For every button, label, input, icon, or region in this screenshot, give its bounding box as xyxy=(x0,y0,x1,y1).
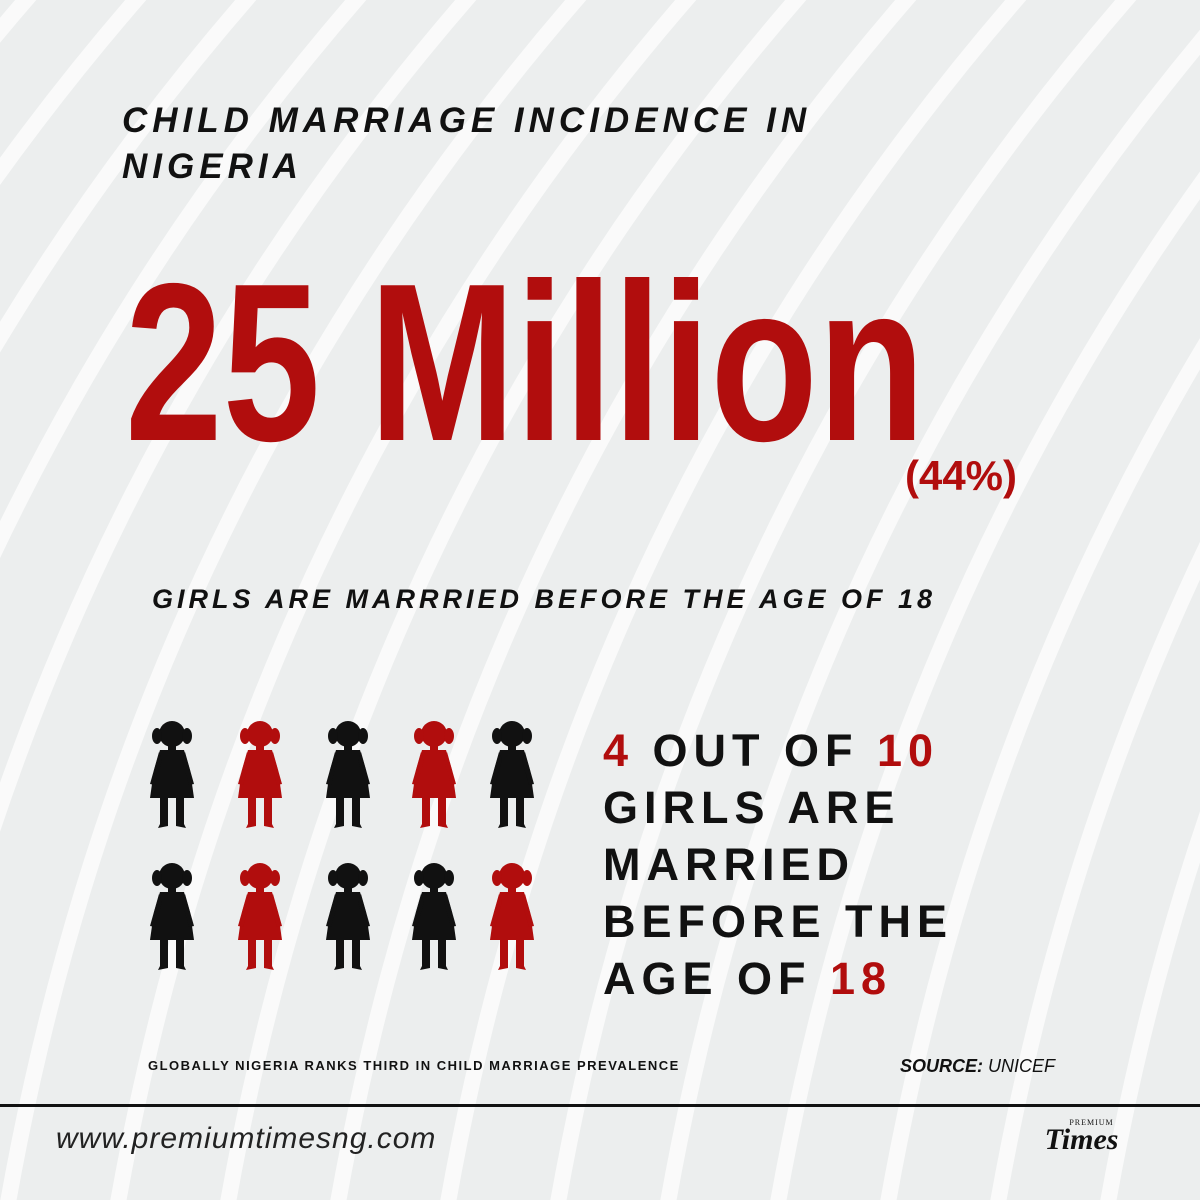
statement: 4 OUT OF 10 GIRLS ARE MARRIED BEFORE THE AGE… xyxy=(603,722,953,1007)
girl-icon xyxy=(412,721,456,828)
statement-text: BEFORE THE xyxy=(603,896,954,947)
girl-icon xyxy=(490,721,534,828)
stripe xyxy=(770,171,1200,1200)
source-value: UNICEF xyxy=(988,1056,1056,1076)
statement-text: GIRLS ARE xyxy=(603,782,901,833)
girl-icon xyxy=(238,721,282,828)
source: SOURCE: UNICEF xyxy=(900,1056,1055,1077)
stripe xyxy=(0,0,587,1200)
stripe xyxy=(0,0,477,832)
stripe xyxy=(0,0,147,186)
source-label: SOURCE: xyxy=(900,1056,984,1076)
girl-icon xyxy=(412,863,456,970)
logo-top: PREMIUM xyxy=(1069,1118,1114,1127)
statement-line: MARRIED xyxy=(603,836,953,893)
stripe xyxy=(0,0,257,353)
girl-icon xyxy=(490,863,534,970)
statement-text: 4 xyxy=(603,725,635,776)
stripe xyxy=(330,0,917,1200)
girl-icon xyxy=(326,721,370,828)
headline: 25 Million xyxy=(125,236,925,488)
logo: PREMIUM Times xyxy=(1034,1118,1129,1156)
girl-icon xyxy=(150,721,194,828)
stripe xyxy=(110,0,697,1200)
statement-line: 4 OUT OF 10 xyxy=(603,722,953,779)
stripe xyxy=(440,0,1027,1200)
girl-icon xyxy=(326,863,370,970)
subtitle: GIRLS ARE MARRRIED BEFORE THE AGE OF 18 xyxy=(152,584,937,614)
stripe xyxy=(880,338,1200,1200)
stripe xyxy=(660,29,1200,1200)
statement-line: BEFORE THE xyxy=(603,893,953,950)
title: CHILD MARRIAGE INCIDENCE IN NIGERIA xyxy=(122,101,812,186)
statement-text: MARRIED xyxy=(603,839,855,890)
logo-main: Times xyxy=(1044,1123,1119,1156)
statement-text: AGE OF xyxy=(603,953,831,1004)
stripe xyxy=(0,0,37,43)
statement-text: 10 xyxy=(877,725,940,776)
statement-line: AGE OF 18 xyxy=(603,950,953,1007)
statement-line: GIRLS ARE xyxy=(603,779,953,836)
stripe xyxy=(1100,811,1200,1200)
stripe xyxy=(990,542,1200,1200)
stripe xyxy=(0,0,367,559)
divider xyxy=(0,1104,1200,1107)
statement-text: OUT OF xyxy=(634,725,878,776)
footnote: GLOBALLY NIGERIA RANKS THIRD IN CHILD MA… xyxy=(148,1058,680,1073)
percent: (44%) xyxy=(905,452,1017,499)
girl-icon xyxy=(238,863,282,970)
stripe xyxy=(550,0,1137,1200)
girl-icon xyxy=(150,863,194,970)
statement-text: 18 xyxy=(830,953,893,1004)
website-url: www.premiumtimesng.com xyxy=(56,1122,437,1155)
stripe xyxy=(220,0,807,1200)
